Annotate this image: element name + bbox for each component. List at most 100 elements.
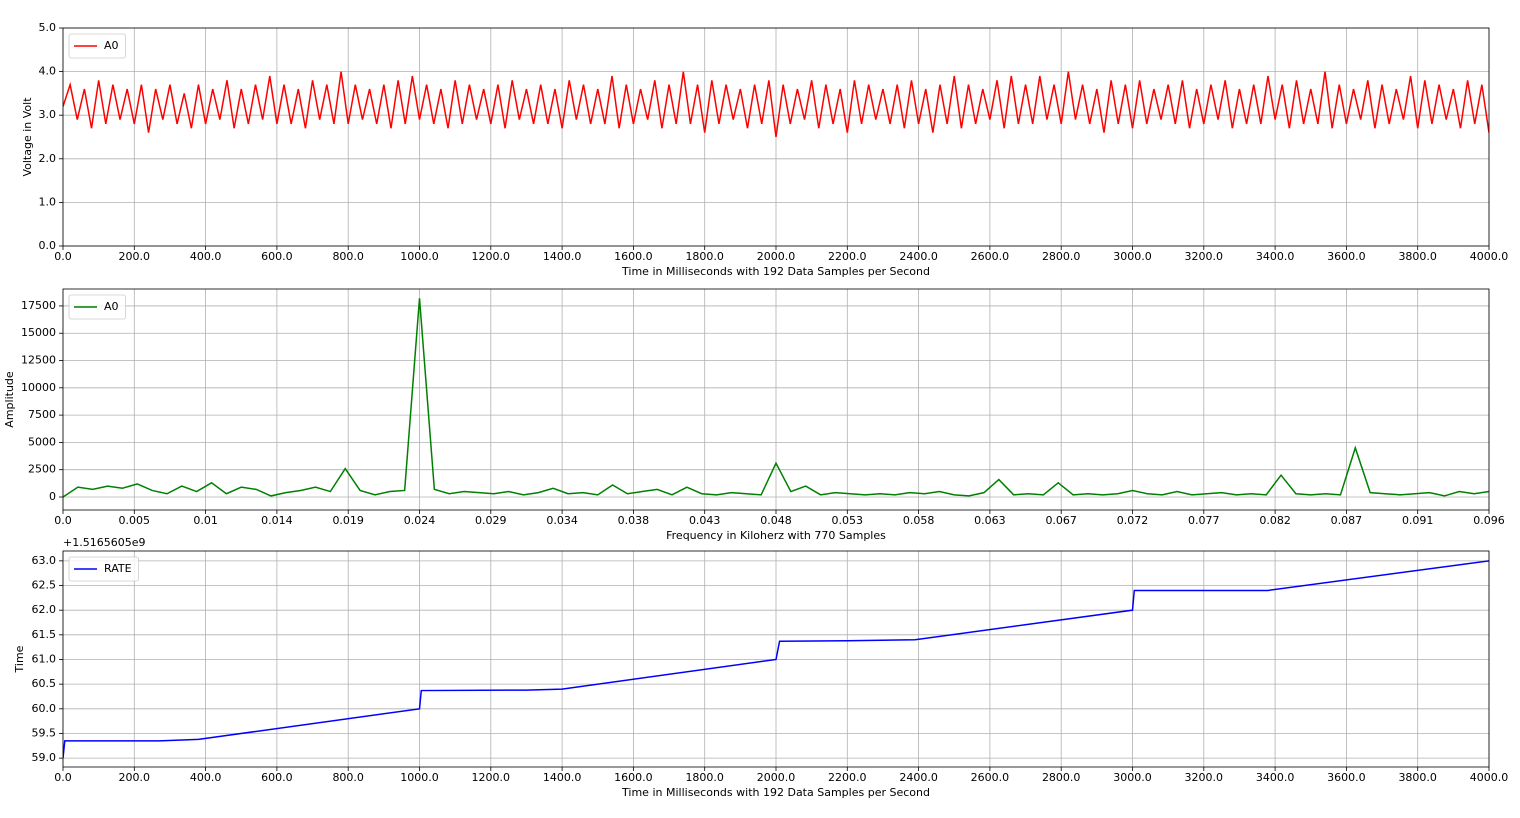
x-tick-label: 2600.0 xyxy=(971,771,1010,784)
x-tick-label: 0.0 xyxy=(54,250,72,263)
x-tick-label: 0.072 xyxy=(1117,514,1149,527)
x-tick-label: 1200.0 xyxy=(472,771,511,784)
y-tick-label: 59.0 xyxy=(32,751,57,764)
x-tick-label: 1600.0 xyxy=(614,771,653,784)
data-line xyxy=(63,560,1489,759)
x-tick-label: 600.0 xyxy=(261,250,293,263)
x-tick-label: 0.0 xyxy=(54,771,72,784)
x-axis-label: Time in Milliseconds with 192 Data Sampl… xyxy=(621,265,930,278)
x-tick-label: 1800.0 xyxy=(685,771,724,784)
x-tick-label: 0.053 xyxy=(832,514,864,527)
x-tick-label: 0.087 xyxy=(1331,514,1363,527)
data-line xyxy=(63,298,1489,498)
plot-frame xyxy=(62,27,1490,247)
x-axis-label: Time in Milliseconds with 192 Data Sampl… xyxy=(621,786,930,799)
y-axis-label: Time xyxy=(13,645,26,673)
x-tick-label: 2000.0 xyxy=(757,771,796,784)
x-tick-label: 1400.0 xyxy=(543,250,582,263)
x-tick-label: 3000.0 xyxy=(1113,771,1152,784)
x-tick-label: 0.0 xyxy=(54,514,72,527)
x-tick-label: 2400.0 xyxy=(899,771,938,784)
legend-label: RATE xyxy=(104,562,132,575)
x-tick-label: 2000.0 xyxy=(757,250,796,263)
y-tick-label: 3.0 xyxy=(39,108,57,121)
x-tick-label: 0.082 xyxy=(1259,514,1291,527)
y-tick-label: 63.0 xyxy=(32,554,57,567)
y-tick-label: 17500 xyxy=(21,299,56,312)
x-tick-label: 0.014 xyxy=(261,514,293,527)
y-tick-label: 1.0 xyxy=(39,195,57,208)
x-tick-label: 3600.0 xyxy=(1327,250,1366,263)
y-tick-label: 60.0 xyxy=(32,702,57,715)
y-tick-label: 5000 xyxy=(28,435,56,448)
x-tick-label: 2800.0 xyxy=(1042,771,1081,784)
x-axis-label: Frequency in Kiloherz with 770 Samples xyxy=(666,529,886,542)
y-tick-label: 7500 xyxy=(28,408,56,421)
x-tick-label: 0.01 xyxy=(193,514,218,527)
x-tick-label: 0.096 xyxy=(1473,514,1505,527)
y-tick-label: 5.0 xyxy=(39,21,57,34)
x-tick-label: 0.067 xyxy=(1045,514,1077,527)
x-tick-label: 200.0 xyxy=(119,771,151,784)
legend-box xyxy=(68,556,139,582)
y-tick-label: 4.0 xyxy=(39,65,57,78)
legend-box xyxy=(68,294,126,320)
x-tick-label: 2800.0 xyxy=(1042,250,1081,263)
x-tick-label: 400.0 xyxy=(190,771,222,784)
y-tick-label: 15000 xyxy=(21,326,56,339)
plot-frame xyxy=(62,550,1490,768)
x-tick-label: 1000.0 xyxy=(400,771,439,784)
y-tick-label: 60.5 xyxy=(32,677,57,690)
x-tick-label: 1800.0 xyxy=(685,250,724,263)
x-tick-label: 800.0 xyxy=(332,250,364,263)
x-tick-label: 0.058 xyxy=(903,514,935,527)
x-tick-label: 0.024 xyxy=(404,514,436,527)
x-tick-label: 1400.0 xyxy=(543,771,582,784)
x-tick-label: 0.043 xyxy=(689,514,721,527)
y-tick-label: 2.0 xyxy=(39,152,57,165)
data-line xyxy=(63,71,1489,138)
legend-box xyxy=(68,33,126,59)
x-tick-label: 3800.0 xyxy=(1398,771,1437,784)
x-tick-label: 2200.0 xyxy=(828,250,867,263)
x-tick-label: 0.091 xyxy=(1402,514,1434,527)
y-axis-label: Voltage in Volt xyxy=(21,97,34,177)
x-tick-label: 400.0 xyxy=(190,250,222,263)
x-tick-label: 3400.0 xyxy=(1256,250,1295,263)
x-tick-label: 0.034 xyxy=(546,514,578,527)
x-tick-label: 0.005 xyxy=(119,514,151,527)
y-tick-label: 0 xyxy=(49,490,56,503)
axis-offset-label: +1.5165605e9 xyxy=(63,536,145,549)
y-tick-label: 0.0 xyxy=(39,239,57,252)
x-tick-label: 1200.0 xyxy=(472,250,511,263)
x-tick-label: 2200.0 xyxy=(828,771,867,784)
x-tick-label: 4000.0 xyxy=(1470,771,1509,784)
y-tick-label: 61.5 xyxy=(32,628,57,641)
y-tick-label: 59.5 xyxy=(32,726,57,739)
x-tick-label: 3600.0 xyxy=(1327,771,1366,784)
x-tick-label: 3200.0 xyxy=(1185,250,1224,263)
x-tick-label: 800.0 xyxy=(332,771,364,784)
y-tick-label: 12500 xyxy=(21,354,56,367)
x-tick-label: 0.038 xyxy=(618,514,650,527)
x-tick-label: 600.0 xyxy=(261,771,293,784)
x-tick-label: 2400.0 xyxy=(899,250,938,263)
x-tick-label: 0.063 xyxy=(974,514,1006,527)
legend-label: A0 xyxy=(104,300,119,313)
x-tick-label: 2600.0 xyxy=(971,250,1010,263)
x-tick-label: 0.048 xyxy=(760,514,792,527)
x-tick-label: 0.019 xyxy=(332,514,364,527)
x-tick-label: 0.029 xyxy=(475,514,507,527)
x-tick-label: 3400.0 xyxy=(1256,771,1295,784)
x-tick-label: 1000.0 xyxy=(400,250,439,263)
x-tick-label: 3200.0 xyxy=(1185,771,1224,784)
x-tick-label: 0.077 xyxy=(1188,514,1220,527)
legend-label: A0 xyxy=(104,39,119,52)
y-tick-label: 61.0 xyxy=(32,652,57,665)
y-tick-label: 62.5 xyxy=(32,579,57,592)
plot-frame xyxy=(62,288,1490,511)
x-tick-label: 4000.0 xyxy=(1470,250,1509,263)
x-tick-label: 200.0 xyxy=(119,250,151,263)
y-tick-label: 10000 xyxy=(21,381,56,394)
